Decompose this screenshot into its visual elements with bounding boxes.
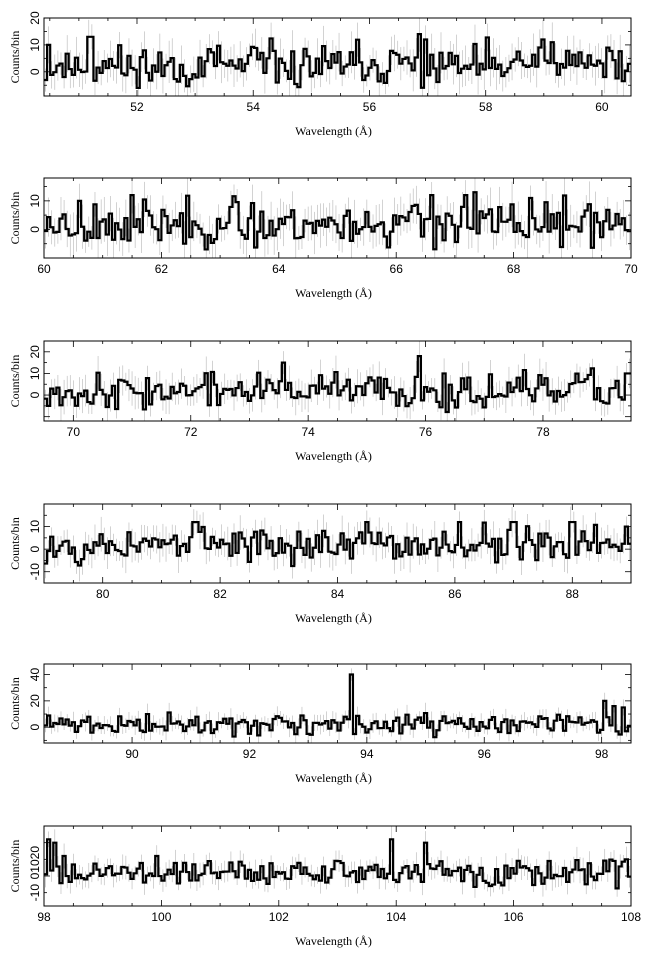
spectrum-line [44, 838, 631, 890]
y-tick-label: 0 [28, 724, 42, 731]
spectrum-panel-3: 70 72 74 76 78 0 10 20 Wavelength (Å) Counts/bin [8, 340, 632, 463]
x-axis-label: Wavelength (Å) [295, 611, 372, 625]
x-tick-label: 66 [390, 262, 404, 276]
y-axis-label: Counts/bin [8, 517, 22, 570]
error-bars [45, 826, 630, 898]
x-tick-label: 106 [504, 910, 524, 924]
x-tick-label: 80 [96, 587, 110, 601]
plot-frame [43, 17, 632, 97]
y-tick-label: -10 [28, 884, 42, 902]
x-tick-label: 98 [595, 747, 609, 761]
y-tick-label: 0 [28, 226, 42, 233]
x-tick-label: 82 [213, 587, 227, 601]
y-axis-label: Counts/bin [8, 355, 22, 408]
x-tick-label: 68 [507, 262, 521, 276]
spectrum-panel-2: 60 62 64 66 68 70 0 10 Wavelength (Å) Counts/bin [8, 177, 638, 300]
y-tick-label: 20 [28, 11, 42, 25]
spectrum-panel-1: 52 54 56 58 60 0 10 20 Wavelength (Å) Counts/bin [8, 11, 632, 138]
x-tick-label: 54 [247, 100, 261, 114]
spectrum-line [44, 520, 631, 568]
x-tick-label: 90 [125, 747, 139, 761]
x-tick-label: 96 [478, 747, 492, 761]
x-tick-label: 60 [595, 100, 609, 114]
x-axis-label: Wavelength (Å) [295, 771, 372, 785]
y-axis-label: Counts/bin [8, 31, 22, 84]
x-axis-label: Wavelength (Å) [295, 124, 372, 138]
x-tick-label: 104 [386, 910, 406, 924]
y-tick-label: 1020 [28, 846, 42, 873]
y-tick-label: 0 [28, 545, 42, 552]
spectrum-line [44, 355, 631, 414]
x-tick-label: 94 [360, 747, 374, 761]
y-tick-label: -10 [28, 563, 42, 581]
y-tick-label: 0 [28, 68, 42, 75]
x-tick-label: 64 [272, 262, 286, 276]
y-tick-label: 20 [28, 345, 42, 359]
spectrum-line [44, 33, 631, 90]
x-tick-label: 86 [448, 587, 462, 601]
x-tick-label: 62 [155, 262, 169, 276]
x-tick-label: 76 [419, 425, 433, 439]
x-tick-label: 92 [243, 747, 257, 761]
y-axis-label: Counts/bin [8, 192, 22, 245]
x-tick-label: 102 [269, 910, 289, 924]
x-tick-label: 74 [301, 425, 315, 439]
y-tick-label: 10 [28, 194, 42, 208]
x-tick-label: 100 [151, 910, 171, 924]
y-tick-label: 20 [28, 694, 42, 708]
spectrum-panel-5: 90 92 94 96 98 0 20 40 Wavelength (Å) Counts/bin [8, 663, 632, 785]
y-tick-label: 10 [28, 366, 42, 380]
y-tick-label: 0 [28, 391, 42, 398]
spectrum-line [44, 673, 631, 739]
x-tick-label: 56 [363, 100, 377, 114]
y-axis-label: Counts/bin [8, 840, 22, 893]
spectrum-panel-4: 80 82 84 86 88 0 10 -10 Wavelength (Å) Counts/bin [8, 503, 632, 625]
x-tick-label: 72 [184, 425, 198, 439]
y-axis-label: Counts/bin [8, 677, 22, 730]
x-tick-label: 52 [130, 100, 144, 114]
x-tick-label: 108 [621, 910, 641, 924]
x-tick-label: 84 [331, 587, 345, 601]
x-tick-label: 98 [37, 910, 51, 924]
spectrum-line [44, 191, 631, 251]
x-axis-label: Wavelength (Å) [295, 449, 372, 463]
x-tick-label: 70 [67, 425, 81, 439]
x-tick-label: 88 [566, 587, 580, 601]
x-tick-label: 78 [536, 425, 550, 439]
x-tick-label: 58 [479, 100, 493, 114]
x-axis-label: Wavelength (Å) [295, 286, 372, 300]
x-tick-label: 70 [624, 262, 638, 276]
y-tick-label: 10 [28, 520, 42, 534]
x-tick-label: 60 [37, 262, 51, 276]
x-axis-label: Wavelength (Å) [295, 934, 372, 948]
error-bars [45, 668, 630, 743]
y-tick-label: 0 [28, 872, 42, 879]
y-tick-label: 10 [28, 38, 42, 52]
y-tick-label: 40 [28, 668, 42, 682]
